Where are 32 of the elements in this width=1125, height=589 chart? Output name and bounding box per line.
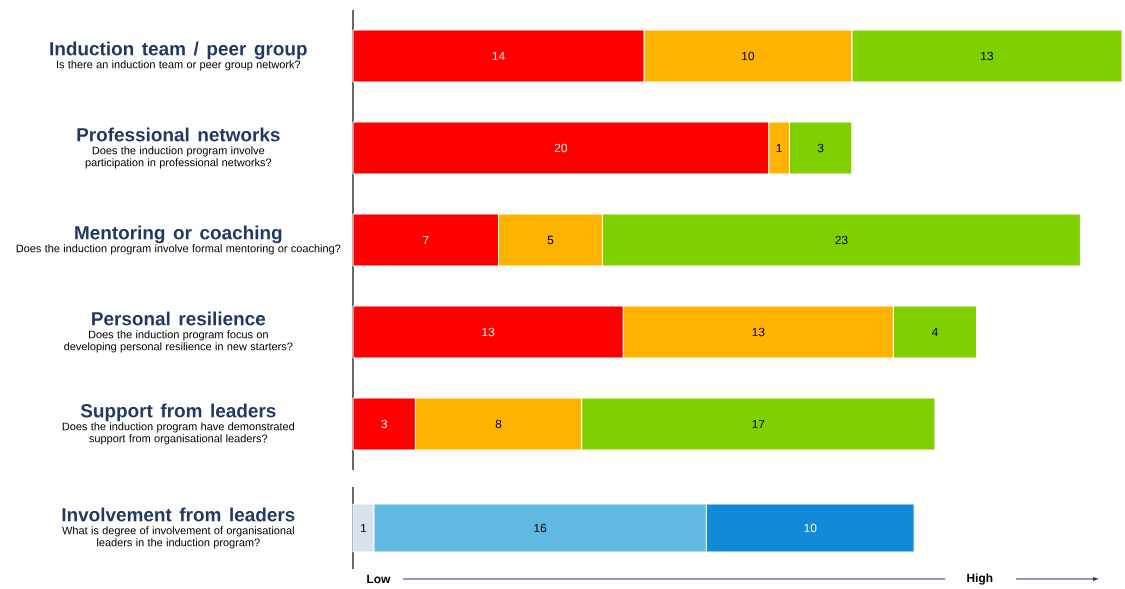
y-tick-label: Involvement from leaders xyxy=(62,507,295,522)
data-label: 1 xyxy=(360,523,367,533)
text: High xyxy=(967,573,993,585)
text: Does the induction program involve formal mentoring or coaching? xyxy=(16,244,341,255)
data-label: 20 xyxy=(554,143,568,153)
data-label: 3 xyxy=(817,143,824,153)
text: What is degree of involvement of organisational leaders in the induction program? xyxy=(62,526,294,549)
data-label: 4 xyxy=(931,327,938,337)
data-label: 16 xyxy=(534,523,547,533)
data-label: 23 xyxy=(835,235,848,245)
data-label: 13 xyxy=(981,51,994,61)
data-label: 3 xyxy=(381,419,387,429)
data-label: 14 xyxy=(492,51,505,61)
data-label: 10 xyxy=(804,523,817,533)
y-tick-label: Induction team / peer group xyxy=(50,41,307,60)
y-tick-label: Mentoring or coaching xyxy=(75,225,282,244)
data-label: 17 xyxy=(752,419,765,429)
y-tick-label: Personal resilience xyxy=(92,311,266,326)
data-label: 13 xyxy=(752,327,765,337)
text: Is there an induction team or peer group network? xyxy=(56,60,301,71)
y-tick-label: Support from leaders xyxy=(80,403,276,422)
y-tick-label: Professional networks xyxy=(77,127,280,142)
data-label: 13 xyxy=(482,327,495,337)
data-label: 10 xyxy=(742,51,755,61)
text: Does the induction program focus on developing personal resilience in new starters? xyxy=(64,330,293,353)
text: Does the induction program have demonstrated support from organisational leaders? xyxy=(62,422,294,445)
text: Does the induction program involve participation in professional networks? xyxy=(85,146,272,169)
data-label: 8 xyxy=(495,419,502,429)
data-label: 5 xyxy=(547,235,554,245)
data-label: 1 xyxy=(776,143,782,153)
data-label: 7 xyxy=(423,235,429,245)
text: Low xyxy=(367,574,391,584)
